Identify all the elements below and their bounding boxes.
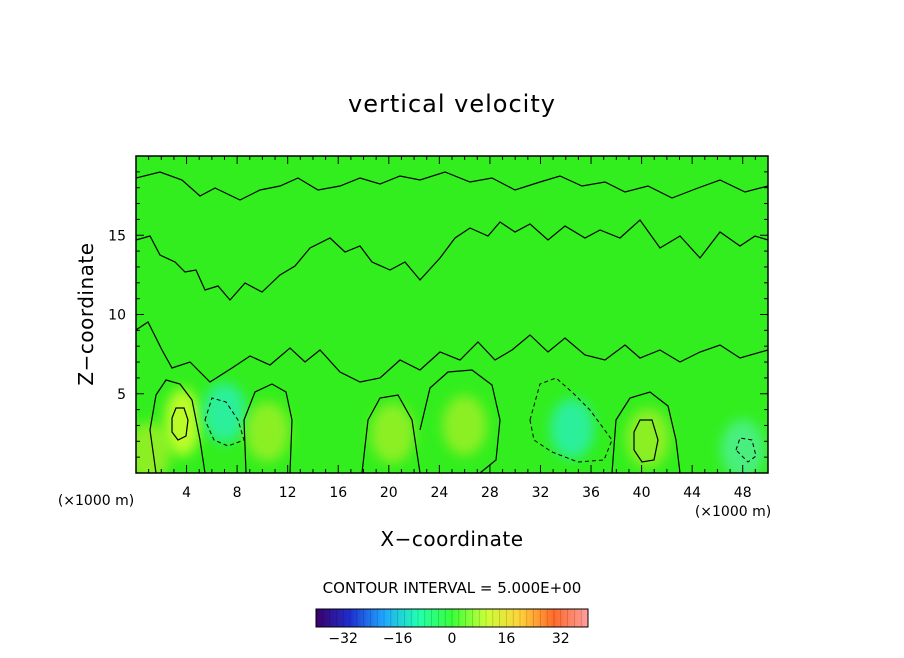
colorbar-tick-label: 16 (497, 631, 515, 647)
updraft-column-2 (243, 383, 293, 473)
updraft-column-5 (611, 391, 681, 473)
y-axis-ticks: 5 10 15 (108, 171, 768, 458)
updraft-feature-1 (136, 422, 171, 473)
x-tick-label: 20 (380, 485, 398, 501)
updraft-feature-4 (245, 401, 290, 462)
colorbar-tick-label: −32 (328, 631, 358, 647)
colorbar-tick-label: −16 (383, 631, 413, 647)
updraft-feature-5 (370, 403, 415, 464)
x-tick-label: 8 (233, 485, 242, 501)
zero-contour-upper (136, 219, 768, 301)
zero-contour-top (136, 171, 768, 201)
x-tick-label: 4 (182, 485, 191, 501)
x-tick-label: 12 (279, 485, 297, 501)
colorbar-tick-label: 0 (448, 631, 457, 647)
updraft-feature-2 (164, 388, 201, 457)
downdraft-feature-7 (550, 398, 595, 459)
x-axis-title: X−coordinate (380, 527, 523, 551)
x-tick-label: 36 (582, 485, 600, 501)
y-tick-label: 10 (108, 308, 126, 324)
x-unit-right: (×1000 m) (695, 504, 771, 520)
x-tick-label: 32 (532, 485, 550, 501)
colorbar-ticks: −32 −16 0 16 32 (328, 631, 569, 647)
y-axis-title: Z−coordinate (74, 242, 98, 385)
updraft-column-1 (149, 379, 206, 473)
updraft-core-2 (633, 419, 659, 463)
x-unit-left: (×1000 m) (58, 493, 134, 509)
contour-interval-label: CONTOUR INTERVAL = 5.000E+00 (323, 579, 582, 597)
updraft-core-1 (171, 407, 189, 441)
downdraft-feature-9 (720, 419, 765, 473)
downdraft-feature-3 (202, 382, 247, 443)
zero-contour-mid (136, 321, 768, 383)
chart-title: vertical velocity (348, 90, 556, 118)
x-tick-label: 24 (430, 485, 448, 501)
y-tick-label: 5 (117, 387, 126, 403)
contour-lines (136, 171, 768, 473)
colorbar-frame (315, 608, 589, 628)
colorbar-gradient (316, 609, 588, 627)
downdraft-contour-3 (735, 437, 757, 463)
updraft-column-3 (361, 394, 421, 473)
updraft-column-4 (419, 369, 501, 473)
colorbar-tick-label: 32 (552, 631, 570, 647)
field-features (136, 382, 765, 473)
colorbar-bands (322, 609, 582, 627)
x-tick-label: 44 (683, 485, 701, 501)
x-tick-label: 40 (633, 485, 651, 501)
x-tick-label: 16 (329, 485, 347, 501)
x-axis-ticks: 4 8 12 16 20 24 28 32 36 40 44 48 (148, 156, 756, 501)
colorbar: −32 −16 0 16 32 (315, 608, 589, 647)
updraft-feature-6 (442, 395, 487, 456)
updraft-feature-8 (625, 408, 670, 469)
y-tick-label: 15 (108, 228, 126, 244)
x-tick-label: 48 (734, 485, 752, 501)
x-tick-label: 28 (481, 485, 499, 501)
